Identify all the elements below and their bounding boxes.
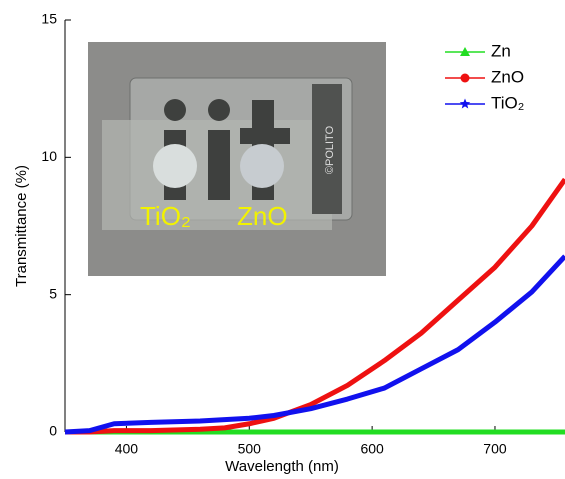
y-tick-label: 5: [49, 285, 57, 301]
x-tick-label: 700: [483, 441, 507, 457]
legend-marker: [460, 73, 470, 83]
logo-dot: [208, 99, 230, 121]
inset-label: ZnO: [237, 201, 288, 231]
legend-label: ZnO: [491, 67, 524, 86]
inset-photo: TiO₂ ZnO ©POLITO: [88, 42, 386, 276]
x-axis-label: Wavelength (nm): [225, 458, 339, 475]
y-axis-label: Transmittance (%): [13, 165, 30, 287]
zno-film: [240, 144, 284, 188]
x-tick-label: 400: [115, 441, 139, 457]
logo-letter: [208, 130, 230, 200]
tio2-film: [153, 144, 197, 188]
logo-letter: [240, 128, 290, 144]
legend-label: Zn: [491, 41, 511, 60]
legend-label: TiO₂: [491, 93, 524, 112]
y-tick-label: 0: [49, 423, 57, 439]
logo-strip: [312, 84, 342, 214]
x-tick-label: 600: [360, 441, 384, 457]
inset-label: TiO₂: [140, 201, 191, 231]
logo-dot: [164, 99, 186, 121]
data-line: [64, 254, 565, 435]
legend-marker: [459, 98, 471, 109]
y-tick-label: 10: [41, 148, 57, 164]
inset-label: ©POLITO: [324, 125, 336, 174]
y-tick-label: 15: [41, 11, 57, 27]
x-tick-label: 500: [238, 441, 262, 457]
legend-marker: [460, 47, 470, 56]
